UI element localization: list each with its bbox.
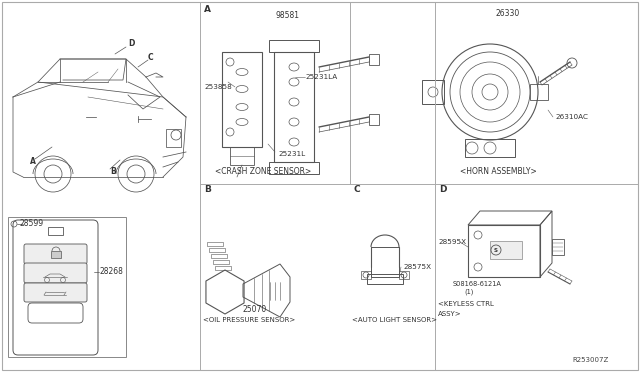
Text: 26310AC: 26310AC <box>555 114 588 120</box>
Text: <AUTO LIGHT SENSOR>: <AUTO LIGHT SENSOR> <box>352 317 437 323</box>
Bar <box>211 254 227 258</box>
Bar <box>166 129 181 147</box>
Bar <box>367 274 403 284</box>
Bar <box>552 239 564 255</box>
Bar <box>213 260 229 264</box>
Text: D: D <box>128 39 134 48</box>
Text: <OIL PRESSURE SENSOR>: <OIL PRESSURE SENSOR> <box>203 317 295 323</box>
Bar <box>490 241 522 259</box>
Text: (1): (1) <box>464 289 474 295</box>
Text: S08168-6121A: S08168-6121A <box>453 281 502 287</box>
Text: D: D <box>439 186 447 195</box>
Bar <box>51 251 61 258</box>
Bar <box>269 162 319 174</box>
Bar <box>371 247 399 277</box>
Bar <box>209 248 225 252</box>
Bar <box>222 52 262 147</box>
Text: 253858: 253858 <box>204 84 232 90</box>
Text: A: A <box>204 6 211 15</box>
Bar <box>269 40 319 52</box>
Bar <box>8 217 126 357</box>
Text: B: B <box>110 167 116 176</box>
Text: 25231LA: 25231LA <box>305 74 337 80</box>
Text: <HORN ASSEMBLY>: <HORN ASSEMBLY> <box>460 167 537 176</box>
Bar <box>399 271 409 279</box>
Text: 28575X: 28575X <box>403 264 431 270</box>
Bar <box>369 54 379 65</box>
Bar <box>274 52 314 162</box>
Text: 28599: 28599 <box>20 219 44 228</box>
Text: 26330: 26330 <box>495 10 519 19</box>
Text: S: S <box>494 247 498 253</box>
Text: 25231L: 25231L <box>278 151 305 157</box>
Text: C: C <box>148 52 154 61</box>
Text: <CRASH ZONE SENSOR>: <CRASH ZONE SENSOR> <box>215 167 311 176</box>
Bar <box>361 271 371 279</box>
Bar <box>422 80 444 104</box>
Text: R253007Z: R253007Z <box>572 357 609 363</box>
Bar <box>468 225 540 277</box>
Bar <box>369 114 379 125</box>
Bar <box>230 147 254 165</box>
Text: ASSY>: ASSY> <box>438 311 461 317</box>
Text: 28268: 28268 <box>100 267 124 276</box>
Bar <box>530 84 548 100</box>
FancyBboxPatch shape <box>24 244 87 264</box>
FancyBboxPatch shape <box>24 283 87 302</box>
Text: <KEYLESS CTRL: <KEYLESS CTRL <box>438 301 494 307</box>
FancyBboxPatch shape <box>24 263 87 283</box>
Text: 25070: 25070 <box>243 305 267 314</box>
Bar <box>465 139 515 157</box>
Bar <box>215 266 231 270</box>
Text: 28595X: 28595X <box>438 239 466 245</box>
Text: 98581: 98581 <box>275 12 299 20</box>
Text: B: B <box>204 186 211 195</box>
Bar <box>207 242 223 246</box>
Text: C: C <box>354 186 360 195</box>
Bar <box>48 227 63 235</box>
Text: A: A <box>30 157 36 167</box>
